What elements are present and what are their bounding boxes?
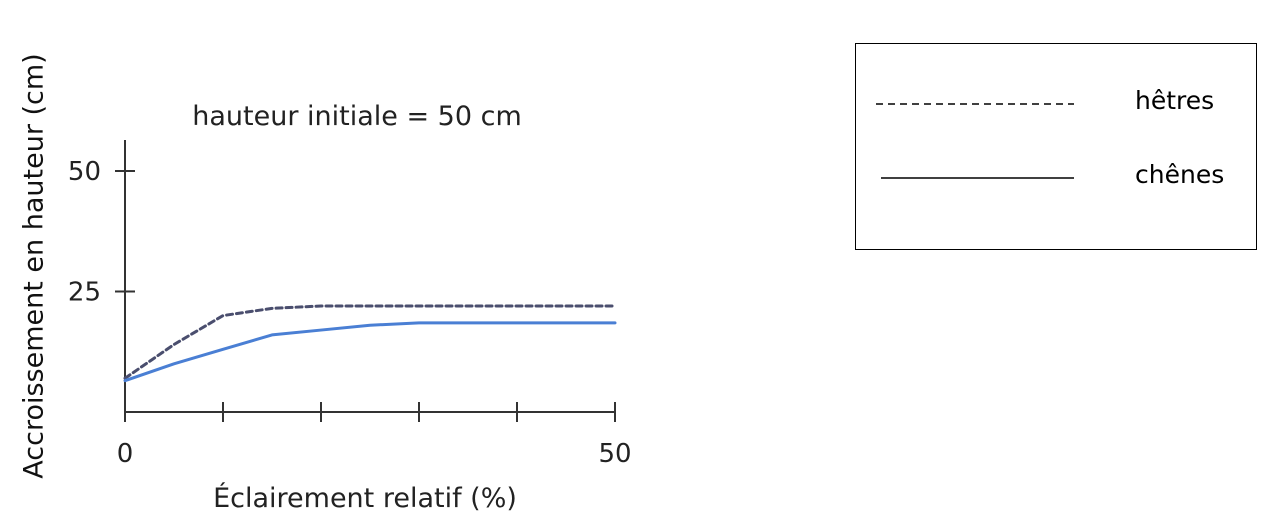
legend-box: hêtres chênes	[855, 43, 1257, 250]
x-axis-label: Éclairement relatif (%)	[213, 482, 517, 514]
x-tick-label: 50	[598, 439, 631, 469]
legend-entry-hetres: hêtres	[856, 84, 1256, 124]
y-tick-label: 50	[68, 157, 101, 187]
legend-entry-chenes: chênes	[856, 154, 1256, 194]
y-tick-label: 25	[68, 278, 101, 308]
legend-dashed-line-icon	[876, 103, 1074, 105]
y-axis-label: Accroissement en hauteur (cm)	[18, 53, 50, 479]
x-tick-label: 0	[117, 439, 134, 469]
legend-solid-line-icon	[881, 177, 1074, 179]
series-line-hetres	[123, 304, 617, 380]
legend-label-chenes: chênes	[1135, 160, 1225, 189]
chart-title: hauteur initiale = 50 cm	[192, 101, 522, 132]
series-line-chenes	[123, 321, 617, 383]
legend-label-hetres: hêtres	[1135, 86, 1215, 115]
